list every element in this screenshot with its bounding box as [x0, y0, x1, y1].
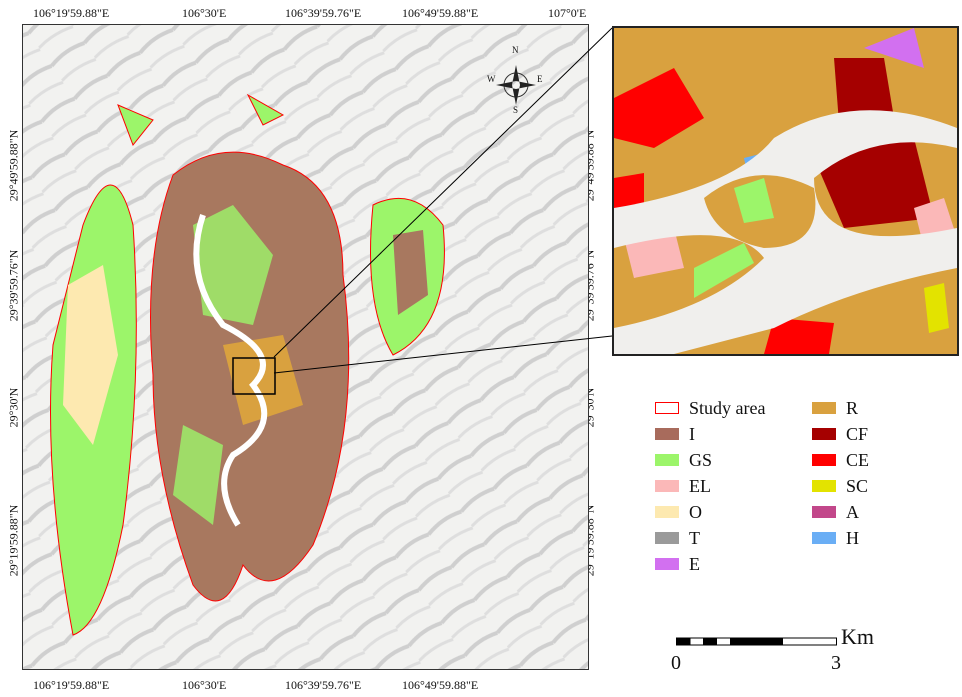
scale-end: 3 — [831, 652, 841, 674]
legend-label: CE — [846, 449, 870, 470]
legend-item-el: EL — [655, 473, 765, 499]
legend: Study area I GS EL O T E — [655, 395, 765, 577]
legend-item-h: H — [812, 525, 869, 551]
inset-extent-box[interactable] — [232, 357, 276, 395]
compass-s: S — [513, 105, 519, 115]
legend-label: R — [846, 397, 859, 418]
legend-label: O — [689, 501, 702, 522]
lon-label: 106°19'59.88"E — [33, 6, 110, 20]
legend-swatch — [812, 506, 836, 518]
legend-item-gs: GS — [655, 447, 765, 473]
legend-item-r: R — [812, 395, 869, 421]
legend-label: E — [689, 553, 700, 574]
lon-label: 107°0'E — [548, 6, 587, 20]
green-space — [173, 425, 223, 525]
legend-label: Study area — [689, 397, 766, 418]
inset-map[interactable] — [612, 26, 959, 356]
green-space — [193, 205, 273, 325]
scale-bar — [676, 637, 837, 646]
open-area — [63, 265, 118, 445]
lon-label: 106°39'59.76"E — [285, 6, 362, 20]
scale-unit: Km — [841, 624, 874, 649]
main-map[interactable]: N S E W — [22, 24, 589, 670]
legend-label: I — [689, 423, 695, 444]
legend-swatch — [655, 506, 679, 518]
legend-item-o: O — [655, 499, 765, 525]
lat-label: 29°39'59.76"N — [6, 249, 21, 322]
legend-label: EL — [689, 475, 711, 496]
legend-swatch — [655, 532, 679, 544]
legend-item-study-area: Study area — [655, 395, 765, 421]
lon-label: 106°49'59.88"E — [402, 678, 479, 692]
lat-label: 29°19'59.88"N — [6, 504, 21, 577]
compass-n: N — [512, 45, 519, 55]
legend-swatch — [655, 558, 679, 570]
lon-label: 106°30'E — [182, 678, 227, 692]
legend-label: T — [689, 527, 700, 548]
legend-swatch — [812, 402, 836, 414]
legend-label: GS — [689, 449, 713, 470]
legend-swatch — [655, 480, 679, 492]
lon-label: 106°39'59.76"E — [285, 678, 362, 692]
legend-item-t: T — [655, 525, 765, 551]
lat-label: 29°30'N — [6, 387, 21, 428]
lon-label: 106°49'59.88"E — [402, 6, 479, 20]
legend-item-a: A — [812, 499, 869, 525]
map-svg — [23, 25, 588, 669]
legend-item-sc: SC — [812, 473, 869, 499]
legend-item-i: I — [655, 421, 765, 447]
river — [193, 214, 268, 527]
legend-item-e: E — [655, 551, 765, 577]
legend-swatch — [655, 428, 679, 440]
legend-label: H — [846, 527, 859, 548]
legend-label: CF — [846, 423, 869, 444]
lon-label: 106°30'E — [182, 6, 227, 20]
legend-swatch — [812, 480, 836, 492]
legend-swatch — [655, 454, 679, 466]
legend-item-cf: CF — [812, 421, 869, 447]
legend-col2: R CF CE SC A H — [812, 395, 869, 551]
compass-e: E — [537, 74, 543, 84]
scale-start: 0 — [671, 652, 681, 674]
compass-w: W — [487, 74, 496, 84]
inset-svg — [614, 28, 957, 354]
legend-swatch — [812, 428, 836, 440]
legend-swatch — [812, 532, 836, 544]
legend-label: SC — [846, 475, 869, 496]
legend-swatch — [812, 454, 836, 466]
legend-item-ce: CE — [812, 447, 869, 473]
patches — [117, 93, 285, 146]
legend-label: A — [846, 501, 859, 522]
legend-swatch — [655, 402, 679, 414]
lat-label: 29°49'59.88"N — [6, 129, 21, 202]
lon-label: 106°19'59.88"E — [33, 678, 110, 692]
